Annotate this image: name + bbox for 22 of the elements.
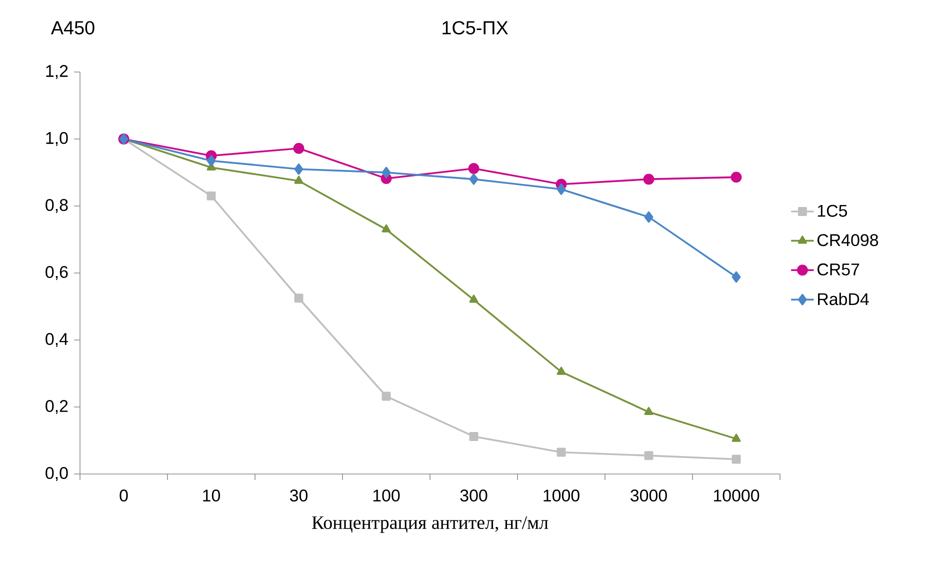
legend-label: CR4098	[818, 234, 878, 246]
x-tick-label: 10000	[714, 490, 760, 502]
y-tick-label: 1,0	[46, 132, 68, 146]
x-tick-label: 30	[290, 490, 308, 502]
x-tick-label: 100	[373, 490, 400, 502]
y-tick-label: 0,6	[46, 266, 68, 280]
x-tick-label: 1000	[544, 490, 580, 502]
x-tick-label: 10	[203, 490, 220, 502]
y-tick-label: 0,4	[46, 333, 68, 347]
legend-label: CR57	[818, 263, 860, 276]
x-tick-label: 300	[460, 490, 488, 502]
x-tick-label: 3000	[630, 490, 667, 502]
y-tick-label: 1,2	[46, 65, 68, 79]
legend-label: RabD4	[818, 292, 869, 306]
legend-label: 1C5	[818, 204, 848, 217]
x-axis-title: Концентрация антител, нг/мл	[312, 516, 548, 533]
y-tick-label: 0,8	[46, 199, 68, 213]
y-tick-label: 0,0	[46, 467, 68, 481]
x-tick-label: 0	[120, 490, 128, 502]
y-tick-label: 0,2	[46, 400, 68, 414]
y-axis-title: A450	[50, 21, 94, 34]
chart-title: 1C5-ПХ	[442, 21, 508, 34]
